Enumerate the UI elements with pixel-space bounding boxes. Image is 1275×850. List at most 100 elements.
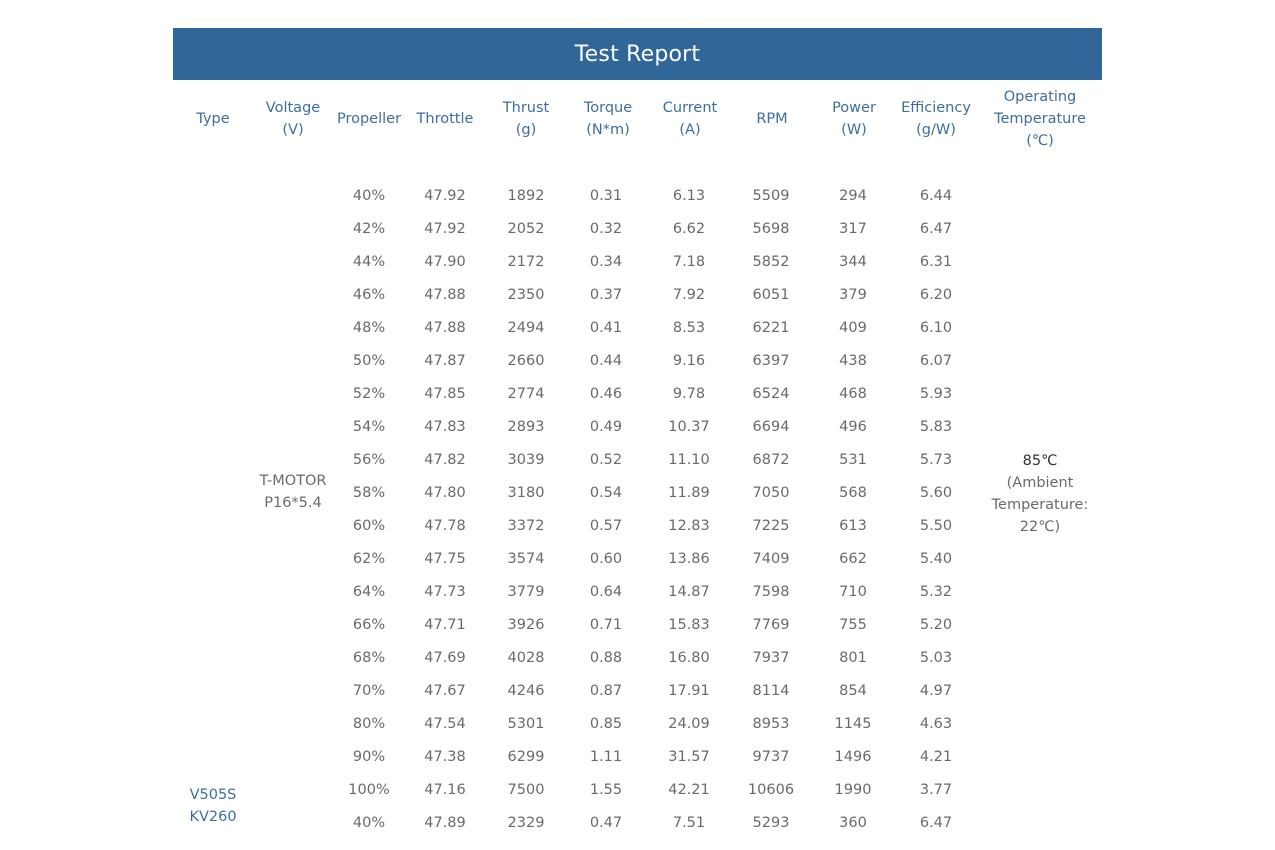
- cell-efficiency: 4.63: [919, 716, 953, 732]
- cell-torque: 0.34: [589, 254, 623, 270]
- header-label: Operating: [1003, 89, 1077, 105]
- cell-thrust: 5301: [507, 716, 545, 732]
- cell-power: 755: [839, 617, 867, 633]
- cell-thrust: 2329: [507, 815, 545, 831]
- cell-current: 31.57: [668, 749, 710, 765]
- cell-throttle: 47.78: [424, 518, 466, 534]
- cell-thrust: 2494: [507, 320, 545, 336]
- cell-throttle: 47.88: [424, 287, 466, 303]
- cell-torque: 0.85: [589, 716, 623, 732]
- cell-propeller-throttle: 58%: [352, 485, 386, 501]
- header-label: Current: [662, 100, 718, 116]
- table-row: 56% 47.82 3039 0.52 11.10 6872 531 5.73: [0, 444, 1275, 477]
- cell-thrust: 3926: [507, 617, 545, 633]
- cell-rpm: 7598: [752, 584, 790, 600]
- cell-efficiency: 5.32: [919, 584, 953, 600]
- cell-rpm: 6524: [752, 386, 790, 402]
- cell-thrust: 3372: [507, 518, 545, 534]
- table-row: 70% 47.67 4246 0.87 17.91 8114 854 4.97: [0, 675, 1275, 708]
- motor-model: V505S: [189, 787, 237, 803]
- table-row: 90% 47.38 6299 1.11 31.57 9737 1496 4.21: [0, 741, 1275, 774]
- cell-efficiency: 4.97: [919, 683, 953, 699]
- cell-efficiency: 6.20: [919, 287, 953, 303]
- cell-propeller-throttle: 56%: [352, 452, 386, 468]
- table-row: 40% 47.89 2329 0.47 7.51 5293 360 6.47: [0, 807, 1275, 840]
- header-label: Power: [832, 100, 876, 116]
- header-power: Power (W): [832, 80, 876, 158]
- header-label: RPM: [756, 111, 788, 127]
- cell-efficiency: 6.31: [919, 254, 953, 270]
- cell-propeller-throttle: 64%: [352, 584, 386, 600]
- cell-throttle: 47.67: [424, 683, 466, 699]
- header-efficiency: Efficiency (g/W): [901, 80, 971, 158]
- header-label: (g/W): [916, 122, 956, 138]
- cell-current: 11.10: [668, 452, 710, 468]
- cell-throttle: 47.54: [424, 716, 466, 732]
- cell-current: 42.21: [668, 782, 710, 798]
- cell-thrust: 6299: [507, 749, 545, 765]
- cell-propeller-throttle: 46%: [352, 287, 386, 303]
- header-label: (℃): [1026, 133, 1054, 149]
- cell-torque: 0.87: [589, 683, 623, 699]
- cell-thrust: 7500: [507, 782, 545, 798]
- cell-current: 16.80: [668, 650, 710, 666]
- cell-thrust: 4246: [507, 683, 545, 699]
- cell-throttle: 47.16: [424, 782, 466, 798]
- cell-propeller-throttle: 66%: [352, 617, 386, 633]
- table-row: 44% 47.90 2172 0.34 7.18 5852 344 6.31: [0, 246, 1275, 279]
- cell-propeller-throttle: 40%: [352, 188, 386, 204]
- cell-torque: 0.54: [589, 485, 623, 501]
- cell-rpm: 7225: [752, 518, 790, 534]
- cell-torque: 0.64: [589, 584, 623, 600]
- table-row: 68% 47.69 4028 0.88 16.80 7937 801 5.03: [0, 642, 1275, 675]
- cell-throttle: 47.85: [424, 386, 466, 402]
- table-row: 40% 47.92 1892 0.31 6.13 5509 294 6.44: [0, 180, 1275, 213]
- cell-rpm: 6872: [752, 452, 790, 468]
- cell-thrust: 1892: [507, 188, 545, 204]
- cell-efficiency: 5.83: [919, 419, 953, 435]
- cell-rpm: 7769: [752, 617, 790, 633]
- test-report: Test Report Type Voltage (V) Propeller Throt…: [173, 28, 1102, 831]
- cell-thrust: 3574: [507, 551, 545, 567]
- cell-power: 468: [839, 386, 867, 402]
- cell-current: 11.89: [668, 485, 710, 501]
- cell-rpm: 6694: [752, 419, 790, 435]
- cell-throttle: 47.88: [424, 320, 466, 336]
- cell-power: 710: [839, 584, 867, 600]
- cell-efficiency: 5.93: [919, 386, 953, 402]
- cell-efficiency: 5.03: [919, 650, 953, 666]
- cell-efficiency: 4.21: [919, 749, 953, 765]
- propeller-size: P16*5.4: [264, 495, 322, 511]
- header-label: Efficiency: [901, 100, 971, 116]
- cell-efficiency: 5.60: [919, 485, 953, 501]
- cell-current: 6.13: [672, 188, 706, 204]
- table-row: 64% 47.73 3779 0.64 14.87 7598 710 5.32: [0, 576, 1275, 609]
- cell-rpm: 5509: [752, 188, 790, 204]
- report-title-bar: Test Report: [173, 28, 1102, 80]
- report-title: Test Report: [574, 41, 701, 67]
- cell-power: 801: [839, 650, 867, 666]
- cell-power: 438: [839, 353, 867, 369]
- cell-current: 24.09: [668, 716, 710, 732]
- cell-efficiency: 6.07: [919, 353, 953, 369]
- cell-throttle: 47.73: [424, 584, 466, 600]
- header-torque: Torque (N*m): [584, 80, 632, 158]
- propeller-cell: T-MOTOR P16*5.4: [259, 470, 326, 514]
- cell-rpm: 7050: [752, 485, 790, 501]
- header-type: Type: [196, 80, 229, 158]
- cell-current: 10.37: [668, 419, 710, 435]
- table-row: 50% 47.87 2660 0.44 9.16 6397 438 6.07: [0, 345, 1275, 378]
- cell-efficiency: 3.77: [919, 782, 953, 798]
- table-row: 100% 47.16 7500 1.55 42.21 10606 1990 3.77: [0, 774, 1275, 807]
- propeller-brand: T-MOTOR: [259, 473, 327, 489]
- cell-rpm: 5293: [752, 815, 790, 831]
- header-label: (V): [282, 122, 304, 138]
- temperature-note-line: 22℃): [1019, 519, 1061, 535]
- cell-current: 12.83: [668, 518, 710, 534]
- cell-throttle: 47.87: [424, 353, 466, 369]
- header-label: (A): [679, 122, 701, 138]
- cell-efficiency: 5.73: [919, 452, 953, 468]
- cell-thrust: 2774: [507, 386, 545, 402]
- cell-throttle: 47.75: [424, 551, 466, 567]
- cell-propeller-throttle: 80%: [352, 716, 386, 732]
